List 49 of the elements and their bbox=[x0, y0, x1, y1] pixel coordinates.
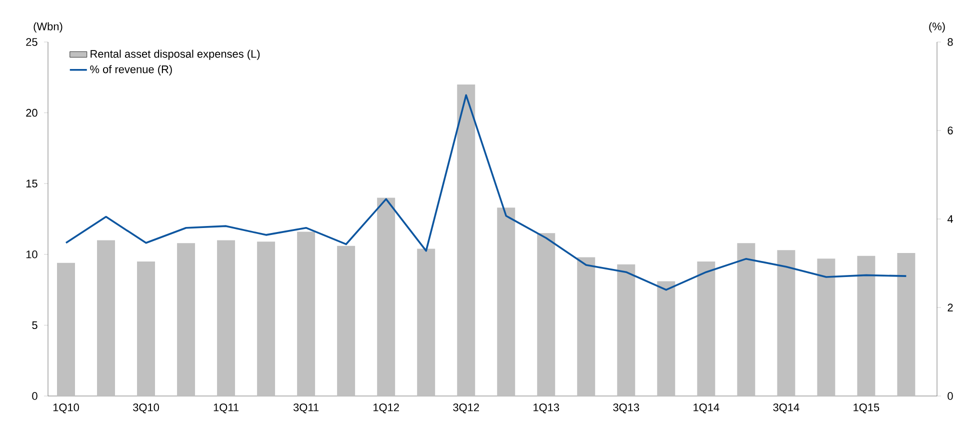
bar bbox=[697, 261, 716, 396]
bar bbox=[297, 232, 316, 396]
bar bbox=[177, 243, 196, 396]
bar bbox=[817, 258, 836, 396]
x-tick-label: 1Q10 bbox=[53, 404, 79, 414]
bar bbox=[617, 264, 636, 396]
bar bbox=[897, 252, 916, 396]
bar bbox=[497, 208, 516, 396]
bar bbox=[657, 281, 676, 396]
bar bbox=[257, 242, 276, 396]
y-tick-label: 20 bbox=[26, 108, 38, 117]
x-tick-label: 3Q10 bbox=[133, 404, 159, 414]
bar bbox=[417, 248, 436, 396]
y2-tick-label: 8 bbox=[948, 38, 953, 46]
bar bbox=[57, 262, 76, 396]
bar bbox=[97, 240, 116, 396]
x-tick-label: 1Q15 bbox=[854, 404, 880, 414]
y2-tick-label: 2 bbox=[948, 304, 953, 312]
bar bbox=[377, 198, 396, 396]
y-tick-label: 5 bbox=[32, 321, 38, 330]
x-tick-label: 1Q11 bbox=[214, 404, 239, 414]
bar bbox=[777, 250, 796, 396]
y-tick-label: 0 bbox=[32, 392, 38, 400]
x-tick-label: 1Q14 bbox=[694, 404, 720, 414]
bar bbox=[217, 240, 236, 396]
x-tick-label: 1Q13 bbox=[534, 404, 560, 414]
bar bbox=[537, 233, 556, 396]
x-tick-label: 3Q12 bbox=[453, 404, 479, 414]
x-tick-label: 3Q13 bbox=[613, 404, 640, 414]
bar bbox=[577, 257, 596, 396]
y2-axis-title: (%) bbox=[929, 22, 945, 32]
bar bbox=[137, 261, 156, 396]
y2-tick-label: 4 bbox=[947, 215, 953, 223]
y-tick-label: 10 bbox=[26, 250, 38, 258]
bar bbox=[337, 246, 356, 396]
line-series bbox=[65, 94, 908, 291]
y-axis-title: (Wbn) bbox=[34, 22, 62, 32]
legend-label: Rental asset disposal expenses (L) bbox=[90, 50, 260, 60]
bar bbox=[857, 256, 876, 396]
x-tick-label: 1Q12 bbox=[374, 404, 399, 414]
y-tick-label: 15 bbox=[26, 180, 38, 188]
bar bbox=[737, 243, 756, 396]
bar bbox=[457, 84, 476, 396]
y2-tick-label: 0 bbox=[948, 392, 953, 400]
y2-tick-label: 6 bbox=[948, 126, 953, 134]
y-tick-label: 25 bbox=[26, 38, 38, 46]
x-tick-label: 3Q11 bbox=[293, 404, 319, 414]
legend-label: % of revenue (R) bbox=[90, 65, 172, 76]
x-tick-label: 3Q14 bbox=[773, 404, 800, 414]
